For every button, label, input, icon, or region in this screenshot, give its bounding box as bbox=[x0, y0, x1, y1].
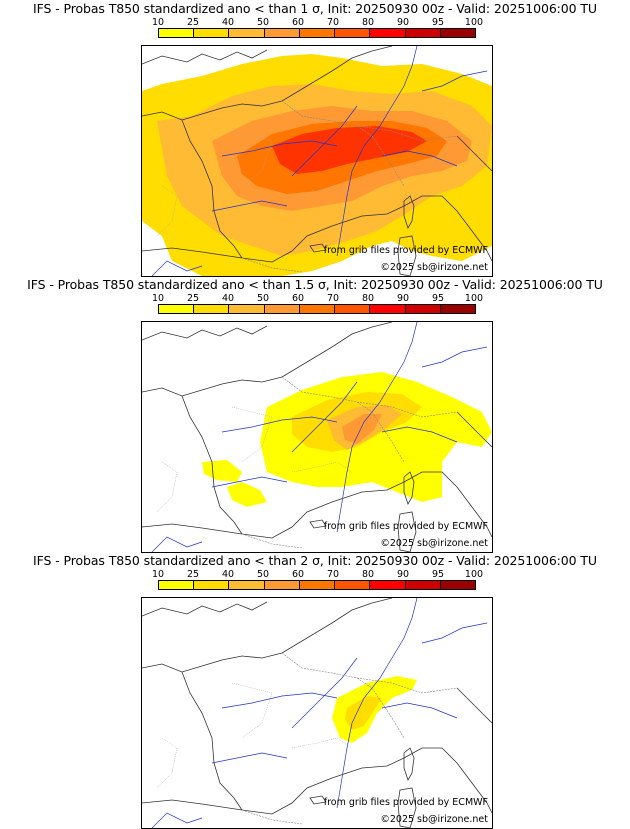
map-canvas bbox=[142, 46, 492, 276]
colorbar-swatch bbox=[264, 305, 300, 313]
colorbar-label: 80 bbox=[361, 293, 375, 304]
map-panel-2: IFS - Probas T850 standardized ano < tha… bbox=[0, 276, 630, 553]
colorbar-swatch bbox=[264, 581, 300, 589]
colorbar-label: 80 bbox=[361, 17, 375, 28]
colorbar-label: 90 bbox=[396, 569, 410, 580]
prob-field-10 bbox=[362, 457, 407, 482]
colorbar-label: 100 bbox=[464, 569, 484, 580]
colorbar-swatch bbox=[194, 29, 230, 37]
colorbar-label: 70 bbox=[326, 293, 340, 304]
colorbar-swatch bbox=[335, 581, 371, 589]
panel-title: IFS - Probas T850 standardized ano < tha… bbox=[27, 277, 603, 292]
copyright-credit: ©2025 sb@irizone.net bbox=[380, 262, 488, 273]
colorbar-swatch bbox=[335, 29, 371, 37]
map-panel-1: IFS - Probas T850 standardized ano < tha… bbox=[0, 0, 630, 277]
colorbar-label: 90 bbox=[396, 17, 410, 28]
source-credit: from grib files provided by ECMWF bbox=[323, 797, 488, 808]
colorbar-swatch bbox=[159, 29, 195, 37]
prob-field-80 bbox=[272, 126, 427, 174]
colorbar-label: 25 bbox=[186, 293, 200, 304]
colorbar-swatch bbox=[229, 305, 265, 313]
colorbar-swatches bbox=[158, 304, 476, 314]
panel-title: IFS - Probas T850 standardized ano < tha… bbox=[33, 1, 597, 16]
colorbar: 10 25 40 50 60 70 80 90 95 100 bbox=[152, 293, 483, 318]
colorbar-label: 100 bbox=[464, 293, 484, 304]
source-credit: from grib files provided by ECMWF bbox=[323, 245, 488, 256]
colorbar-label: 50 bbox=[256, 293, 270, 304]
colorbar-swatch bbox=[370, 305, 406, 313]
colorbar-swatch bbox=[440, 29, 475, 37]
colorbar-label: 100 bbox=[464, 17, 484, 28]
probability-map: from grib files provided by ECMWF ©2025 … bbox=[141, 597, 493, 829]
colorbar-swatch bbox=[405, 305, 441, 313]
colorbar-label: 60 bbox=[291, 293, 305, 304]
colorbar-swatch bbox=[335, 305, 371, 313]
copyright-credit: ©2025 sb@irizone.net bbox=[380, 814, 488, 825]
colorbar-swatch bbox=[229, 581, 265, 589]
prob-field-10 bbox=[332, 676, 417, 743]
copyright-credit: ©2025 sb@irizone.net bbox=[380, 538, 488, 549]
colorbar-swatch bbox=[229, 29, 265, 37]
colorbar-label: 10 bbox=[151, 293, 165, 304]
probability-map: from grib files provided by ECMWF ©2025 … bbox=[141, 45, 493, 277]
map-canvas bbox=[142, 322, 492, 552]
colorbar: 10 25 40 50 60 70 80 90 95 100 bbox=[152, 17, 483, 42]
prob-field-10 bbox=[260, 372, 492, 502]
colorbar-swatches bbox=[158, 580, 476, 590]
colorbar-swatch bbox=[405, 581, 441, 589]
colorbar-label: 50 bbox=[256, 17, 270, 28]
colorbar-label: 60 bbox=[291, 569, 305, 580]
colorbar-label: 40 bbox=[221, 293, 235, 304]
colorbar-swatch bbox=[299, 29, 336, 37]
colorbar-swatch bbox=[299, 581, 336, 589]
prob-field-10 bbox=[202, 460, 242, 482]
source-credit: from grib files provided by ECMWF bbox=[323, 521, 488, 532]
colorbar-swatch bbox=[370, 29, 406, 37]
map-panel-3: IFS - Probas T850 standardized ano < tha… bbox=[0, 552, 630, 829]
colorbar-label: 50 bbox=[256, 569, 270, 580]
colorbar-label: 95 bbox=[431, 17, 445, 28]
colorbar-swatch bbox=[440, 305, 475, 313]
colorbar-swatch bbox=[370, 581, 406, 589]
colorbar-label: 70 bbox=[326, 17, 340, 28]
colorbar-label: 40 bbox=[221, 17, 235, 28]
colorbar-label: 25 bbox=[186, 17, 200, 28]
colorbar-label: 95 bbox=[431, 569, 445, 580]
colorbar-swatch bbox=[405, 29, 441, 37]
colorbar-swatch bbox=[440, 581, 475, 589]
colorbar-swatch bbox=[264, 29, 300, 37]
panel-title: IFS - Probas T850 standardized ano < tha… bbox=[33, 553, 597, 568]
colorbar-swatches bbox=[158, 28, 476, 38]
colorbar-swatch bbox=[299, 305, 336, 313]
colorbar-label: 10 bbox=[151, 569, 165, 580]
prob-field-10 bbox=[227, 482, 267, 507]
prob-field-25 bbox=[345, 696, 382, 730]
colorbar-label: 60 bbox=[291, 17, 305, 28]
colorbar-label: 70 bbox=[326, 569, 340, 580]
colorbar-swatch bbox=[194, 305, 230, 313]
colorbar: 10 25 40 50 60 70 80 90 95 100 bbox=[152, 569, 483, 594]
colorbar-label: 40 bbox=[221, 569, 235, 580]
colorbar-label: 25 bbox=[186, 569, 200, 580]
colorbar-label: 10 bbox=[151, 17, 165, 28]
colorbar-label: 80 bbox=[361, 569, 375, 580]
colorbar-swatch bbox=[159, 581, 195, 589]
colorbar-swatch bbox=[194, 581, 230, 589]
probability-map: from grib files provided by ECMWF ©2025 … bbox=[141, 321, 493, 553]
colorbar-label: 95 bbox=[431, 293, 445, 304]
colorbar-label: 90 bbox=[396, 293, 410, 304]
map-canvas bbox=[142, 598, 492, 828]
colorbar-swatch bbox=[159, 305, 195, 313]
prob-field-50 bbox=[342, 414, 382, 444]
